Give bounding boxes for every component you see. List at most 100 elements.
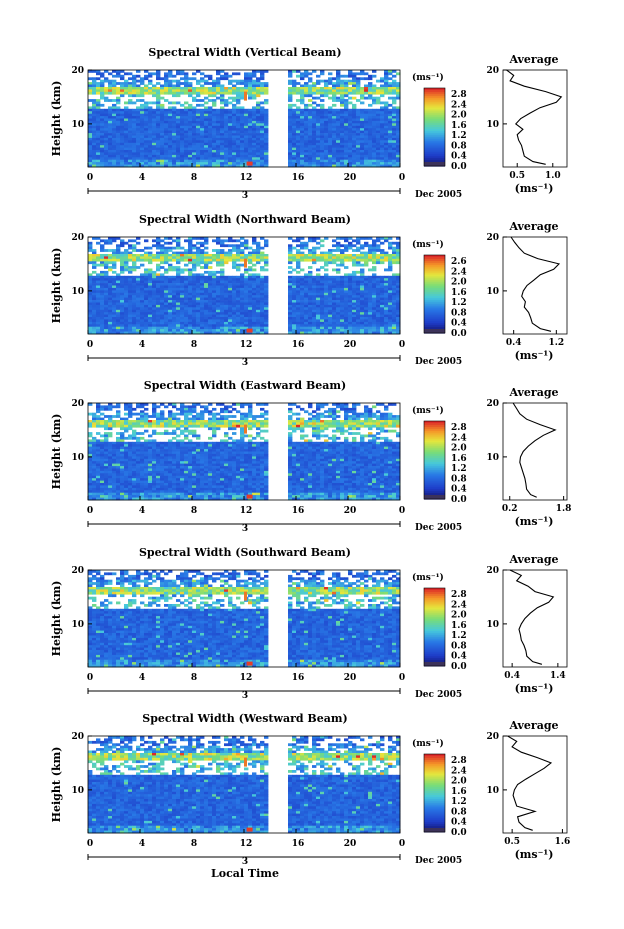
colorbar-unit: (ms⁻¹): [412, 738, 444, 749]
colorbar-tick: 0.0: [451, 329, 467, 339]
profile-y-tick-label: 10: [486, 786, 499, 796]
heatmap: [88, 70, 401, 168]
profile-x-tick-label: 1.6: [555, 837, 571, 847]
x-tick-label: 4: [139, 673, 145, 683]
x-tick-label: 0: [399, 173, 405, 183]
panel-2: Spectral Width (Northward Beam) 20 10 Heigh…: [50, 213, 568, 368]
colorbar-tick: 1.2: [451, 797, 467, 807]
profile-frame: [502, 69, 568, 168]
panel-title: Spectral Width (Southward Beam): [139, 546, 351, 559]
profile-y-tick-label: 20: [486, 399, 499, 409]
x-tick-label: 0: [399, 839, 405, 849]
panel-4: Spectral Width (Southward Beam) 20 10 Heigh…: [50, 546, 568, 701]
x-tick-label: 16: [292, 173, 305, 183]
colorbar-unit: (ms⁻¹): [412, 572, 444, 583]
date-label: Dec 2005: [415, 856, 462, 866]
panel-title: Spectral Width (Westward Beam): [142, 712, 347, 725]
x-tick-label: 16: [292, 839, 305, 849]
panel-1: Spectral Width (Vertical Beam) 20 10 Height…: [50, 46, 568, 201]
colorbar-tick: 1.6: [451, 621, 467, 631]
hot-spot: [244, 424, 247, 434]
colorbar-tick: 0.8: [451, 474, 467, 484]
colorbar-tick: 0.0: [451, 495, 467, 505]
x-tick-label: 0: [399, 673, 405, 683]
colorbar-tick: 1.6: [451, 121, 467, 131]
colorbar-tick: 2.4: [451, 600, 467, 610]
hot-spot: [246, 494, 253, 499]
profile-x-tick-label: 0.2: [502, 504, 518, 514]
y-axis-label: Height (km): [50, 747, 63, 823]
colorbar-tick: 2.4: [451, 267, 467, 277]
colorbar-tick: 0.4: [451, 152, 467, 162]
profile-x-tick-label: 1.2: [548, 338, 564, 348]
date-label: Dec 2005: [415, 357, 462, 367]
colorbar: (ms⁻¹) 2.82.42.01.61.20.80.40.0: [412, 572, 467, 672]
profile-y-tick-label: 20: [486, 732, 499, 742]
x-tick-label: 20: [344, 506, 357, 516]
date-label: Dec 2005: [415, 690, 462, 700]
profile-line: [507, 735, 553, 831]
colorbar-tick: 0.8: [451, 807, 467, 817]
hot-spot: [246, 328, 253, 333]
y-tick-label: 20: [71, 399, 84, 409]
profile-title: Average: [508, 386, 558, 399]
x-tick-label: 0: [87, 340, 93, 350]
colorbar-tick: 0.4: [451, 319, 467, 329]
profile-y-tick-label: 20: [486, 66, 499, 76]
y-tick-label: 20: [71, 732, 84, 742]
profile-line: [510, 236, 561, 332]
profile-title: Average: [508, 553, 558, 566]
y-tick-label: 10: [71, 453, 84, 463]
x-tick-label: 0: [87, 506, 93, 516]
colorbar: (ms⁻¹) 2.82.42.01.61.20.80.40.0: [412, 405, 467, 505]
x-tick-label: 0: [87, 673, 93, 683]
average-profile: Average 20 10 0.5 1.0(ms⁻¹): [486, 53, 568, 195]
colorbar-tick: 0.4: [451, 485, 467, 495]
colorbar-unit: (ms⁻¹): [412, 405, 444, 416]
y-tick-label: 20: [71, 566, 84, 576]
colorbar-tick: 1.2: [451, 131, 467, 141]
x-tick-label: 16: [292, 506, 305, 516]
y-tick-label: 10: [71, 620, 84, 630]
y-tick-label: 10: [71, 287, 84, 297]
x-tick-label: 16: [292, 673, 305, 683]
hot-spot: [246, 661, 253, 666]
colorbar-tick: 2.4: [451, 766, 467, 776]
hot-spot: [246, 161, 253, 166]
profile-line: [512, 402, 557, 498]
x-tick-label: 0: [87, 839, 93, 849]
x-tick-label: 8: [191, 839, 197, 849]
profile-frame: [502, 735, 568, 834]
colorbar-tick: 1.2: [451, 631, 467, 641]
hot-spot: [244, 91, 247, 101]
date-marker: 3: [242, 524, 248, 534]
average-profile: Average 20 10 0.4 1.2(ms⁻¹): [486, 220, 568, 362]
hot-spot: [244, 591, 247, 601]
profile-y-tick-label: 10: [486, 620, 499, 630]
x-tick-label: 4: [139, 839, 145, 849]
colorbar-tick: 0.0: [451, 828, 467, 838]
colorbar-frame: [423, 587, 446, 667]
profile-x-tick-label: 0.5: [509, 171, 525, 181]
y-tick-label: 20: [71, 233, 84, 243]
profile-x-tick-label: 1.0: [545, 171, 561, 181]
profile-x-label: (ms⁻¹): [515, 682, 554, 695]
colorbar-tick: 0.8: [451, 141, 467, 151]
colorbar-unit: (ms⁻¹): [412, 72, 444, 83]
y-tick-label: 20: [71, 66, 84, 76]
heatmap: [88, 237, 401, 335]
date-marker: 3: [242, 191, 248, 201]
colorbar-frame: [423, 87, 446, 167]
colorbar-tick: 2.0: [451, 278, 467, 288]
y-tick-label: 10: [71, 786, 84, 796]
heatmap: [88, 570, 401, 668]
x-tick-label: 20: [344, 173, 357, 183]
x-tick-label: 8: [191, 340, 197, 350]
colorbar-tick: 2.0: [451, 444, 467, 454]
colorbar: (ms⁻¹) 2.62.42.01.61.20.80.40.0: [412, 239, 467, 339]
colorbar-frame: [423, 420, 446, 500]
colorbar-unit: (ms⁻¹): [412, 239, 444, 250]
profile-line: [506, 69, 563, 165]
panel-title: Spectral Width (Eastward Beam): [144, 379, 346, 392]
